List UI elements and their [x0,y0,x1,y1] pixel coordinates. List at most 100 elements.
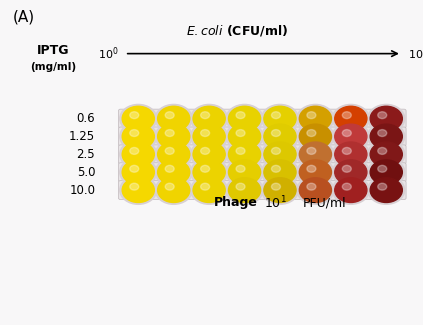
Text: (A): (A) [13,10,35,25]
Circle shape [297,104,334,133]
Circle shape [297,176,334,204]
Circle shape [226,104,263,133]
Circle shape [158,124,190,149]
Circle shape [378,183,387,190]
Circle shape [261,104,299,133]
Circle shape [158,142,190,167]
Circle shape [130,112,139,119]
Circle shape [236,148,245,154]
Circle shape [272,165,280,172]
Circle shape [236,165,245,172]
Circle shape [130,183,139,190]
Circle shape [191,176,228,204]
Circle shape [228,124,261,149]
Text: Phage: Phage [214,197,258,210]
Text: $10^1$: $10^1$ [264,195,287,211]
Circle shape [332,176,369,204]
Text: $10^7$: $10^7$ [408,45,423,62]
Circle shape [226,140,263,169]
Circle shape [130,165,139,172]
Circle shape [264,160,296,185]
Circle shape [228,106,261,131]
Text: 0.6: 0.6 [77,112,95,125]
Circle shape [236,183,245,190]
Circle shape [297,122,334,151]
FancyBboxPatch shape [118,127,406,146]
Circle shape [201,112,210,119]
Circle shape [307,183,316,190]
Circle shape [201,183,210,190]
Circle shape [378,130,387,136]
Circle shape [193,106,225,131]
Circle shape [332,122,369,151]
Circle shape [264,178,296,202]
Circle shape [307,165,316,172]
Circle shape [228,142,261,167]
Circle shape [378,165,387,172]
Circle shape [264,106,296,131]
Circle shape [368,122,405,151]
Circle shape [155,140,192,169]
Circle shape [342,112,352,119]
Circle shape [332,104,369,133]
Text: PFU/ml: PFU/ml [302,197,346,210]
Circle shape [155,122,192,151]
Circle shape [165,165,174,172]
Circle shape [335,124,367,149]
Circle shape [191,104,228,133]
Circle shape [264,124,296,149]
FancyBboxPatch shape [118,145,406,164]
Text: 10.0: 10.0 [69,184,95,197]
Circle shape [165,130,174,136]
Circle shape [307,112,316,119]
Circle shape [368,140,405,169]
Circle shape [193,160,225,185]
Circle shape [226,176,263,204]
Circle shape [120,104,157,133]
Text: 2.5: 2.5 [77,148,95,161]
Circle shape [191,158,228,187]
Circle shape [236,130,245,136]
Circle shape [165,112,174,119]
Text: $10^0$: $10^0$ [98,45,118,62]
Circle shape [226,122,263,151]
Circle shape [226,158,263,187]
Circle shape [299,178,332,202]
Circle shape [335,142,367,167]
Circle shape [342,183,352,190]
Circle shape [165,183,174,190]
Circle shape [370,106,402,131]
Circle shape [120,122,157,151]
Circle shape [342,130,352,136]
Circle shape [201,148,210,154]
Circle shape [335,160,367,185]
Circle shape [155,104,192,133]
Circle shape [261,176,299,204]
Circle shape [272,148,280,154]
Circle shape [378,148,387,154]
Text: 1.25: 1.25 [69,130,95,143]
Circle shape [272,112,280,119]
Circle shape [370,142,402,167]
Circle shape [261,158,299,187]
Circle shape [261,122,299,151]
Circle shape [158,178,190,202]
Circle shape [228,178,261,202]
Circle shape [297,158,334,187]
Circle shape [158,160,190,185]
Circle shape [130,148,139,154]
Circle shape [122,142,154,167]
Circle shape [368,158,405,187]
FancyBboxPatch shape [118,109,406,128]
Circle shape [191,122,228,151]
Circle shape [158,106,190,131]
Text: (mg/ml): (mg/ml) [30,62,76,72]
Circle shape [299,142,332,167]
Circle shape [299,160,332,185]
Circle shape [368,176,405,204]
Circle shape [120,140,157,169]
FancyBboxPatch shape [118,163,406,182]
Circle shape [335,178,367,202]
Circle shape [155,158,192,187]
Circle shape [122,178,154,202]
